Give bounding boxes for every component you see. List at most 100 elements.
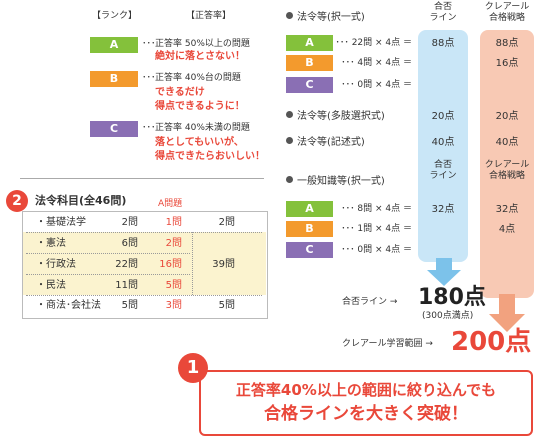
law-a-tag: A	[286, 35, 333, 51]
callout-box	[199, 370, 533, 436]
subject-row-a: 3問	[165, 300, 182, 311]
callout-line-2: 合格ラインを大きく突破！	[264, 404, 468, 424]
general-b-clear: 4点	[498, 224, 516, 235]
pass-total-label: 合否ライン →	[342, 297, 398, 307]
subject-row-a: 16問	[159, 259, 182, 270]
subject-row-total: 6問	[121, 238, 138, 249]
subject-row-a: 2問	[165, 238, 182, 249]
essay-heading: 法令等(記述式)	[286, 137, 365, 149]
rank-b-dots: ･･･	[142, 73, 156, 83]
general-a-formula: ･･･ 8問 × 4点 ＝	[341, 204, 412, 214]
rank-c-note-1: 落としてもいいが、	[155, 137, 244, 148]
subject-row-total: 2問	[121, 217, 138, 228]
rank-c-tag: C	[90, 121, 138, 137]
essay-heading-text: 法令等(記述式)	[297, 137, 365, 148]
bullet-icon	[286, 137, 293, 144]
clear-total-value: 200点	[451, 327, 532, 357]
rank-a-note: 絶対に落とさない！	[155, 51, 245, 62]
section-2-badge: 2	[6, 190, 28, 212]
rank-b-rate: 正答率 40%台の問題	[155, 73, 241, 83]
rank-a-dots: ･･･	[142, 39, 156, 49]
general-a-clear: 32点	[495, 204, 519, 215]
subject-row-group: 5問	[218, 300, 235, 311]
subject-row-group: 2問	[218, 217, 235, 228]
subject-row-total: 5問	[121, 300, 138, 311]
pass-total-note: (300点満点)	[422, 311, 474, 321]
clear-header-mid-1: クレアール	[484, 160, 530, 170]
clear-total-label: クレアール学習範囲 →	[342, 339, 433, 349]
subject-row-name: ・行政法	[36, 259, 76, 270]
subjects-table	[22, 211, 268, 319]
bullet-icon	[286, 12, 293, 19]
law-heading-text: 法令等(択一式)	[297, 12, 365, 23]
rank-header-label: 【ランク】	[92, 11, 138, 21]
subject-row-name: ・商法･会社法	[36, 300, 101, 311]
rank-b-note-1: できるだけ	[155, 87, 205, 98]
general-c-formula: ･･･ 0問 × 4点 ＝	[341, 245, 412, 255]
law-c-tag: C	[286, 77, 333, 93]
row-divider	[26, 232, 262, 233]
rank-b-note-2: 得点できるように！	[155, 101, 245, 112]
multi-pass: 20点	[431, 111, 455, 122]
clear-header-1: クレアール	[484, 2, 530, 12]
subject-row-total: 11問	[115, 280, 138, 291]
clear-strategy-column	[480, 30, 534, 298]
multi-clear: 20点	[495, 111, 519, 122]
pass-header-mid-2: ライン	[429, 171, 457, 181]
multi-heading-text: 法令等(多肢選択式)	[297, 111, 385, 122]
subject-row-name: ・基礎法学	[36, 217, 86, 228]
callout-badge: 1	[178, 353, 208, 383]
general-a-pass: 32点	[431, 204, 455, 215]
general-heading: 一般知識等(択一式)	[286, 176, 385, 188]
callout-line-1: 正答率40%以上の範囲に絞り込んでも	[235, 381, 497, 399]
subject-row-total: 22問	[115, 259, 138, 270]
law-c-formula: ･･･ 0問 × 4点 ＝	[341, 80, 412, 90]
pass-arrow-icon	[427, 258, 461, 286]
rank-c-note-2: 得点できたらおいしい！	[155, 151, 265, 162]
rank-b-tag: B	[90, 71, 138, 87]
law-b-tag: B	[286, 55, 333, 71]
pass-header-2: ライン	[429, 13, 457, 23]
law-b-clear: 16点	[495, 58, 519, 69]
subject-row-a: 1問	[165, 217, 182, 228]
general-b-formula: ･･･ 1問 × 4点 ＝	[341, 224, 412, 234]
essay-clear: 40点	[495, 137, 519, 148]
general-a-tag: A	[286, 201, 333, 217]
bullet-icon	[286, 111, 293, 118]
pass-header-mid-1: 合否	[433, 160, 452, 170]
subjects-highlight	[23, 232, 266, 295]
a-problem-header: A問題	[158, 199, 183, 209]
row-divider	[26, 295, 262, 296]
pass-header-1: 合否	[433, 2, 452, 12]
col-divider	[192, 232, 193, 295]
general-b-tag: B	[286, 221, 333, 237]
pass-line-column	[418, 30, 468, 262]
subject-row-name: ・憲法	[36, 238, 66, 249]
row-divider	[26, 253, 190, 254]
general-heading-text: 一般知識等(択一式)	[297, 176, 385, 187]
multi-heading: 法令等(多肢選択式)	[286, 111, 385, 123]
section-divider	[20, 178, 264, 179]
rank-c-dots: ･･･	[142, 123, 156, 133]
law-a-clear: 88点	[495, 38, 519, 49]
subjects-title: 法令科目(全46問)	[35, 194, 127, 207]
clear-header-mid-2: 合格戦略	[488, 171, 525, 181]
law-a-pass: 88点	[431, 38, 455, 49]
essay-pass: 40点	[431, 137, 455, 148]
bullet-icon	[286, 176, 293, 183]
clear-header-2: 合格戦略	[488, 13, 525, 23]
general-c-tag: C	[286, 242, 333, 258]
rank-a-tag: A	[90, 37, 138, 53]
rank-c-rate: 正答率 40%未満の問題	[155, 123, 250, 133]
subject-row-group: 39問	[212, 259, 235, 270]
subject-row-name: ・民法	[36, 280, 66, 291]
rank-a-rate: 正答率 50%以上の問題	[155, 39, 250, 49]
law-heading: 法令等(択一式)	[286, 12, 365, 24]
rate-header-label: 【正答率】	[186, 11, 232, 21]
row-divider	[26, 274, 190, 275]
subject-row-a: 5問	[165, 280, 182, 291]
pass-total-value: 180点	[418, 285, 486, 310]
clear-arrow-icon	[489, 294, 525, 332]
law-b-formula: ･･･ 4問 × 4点 ＝	[341, 58, 412, 68]
law-a-formula: ･･･ 22問 × 4点 ＝	[335, 38, 412, 48]
